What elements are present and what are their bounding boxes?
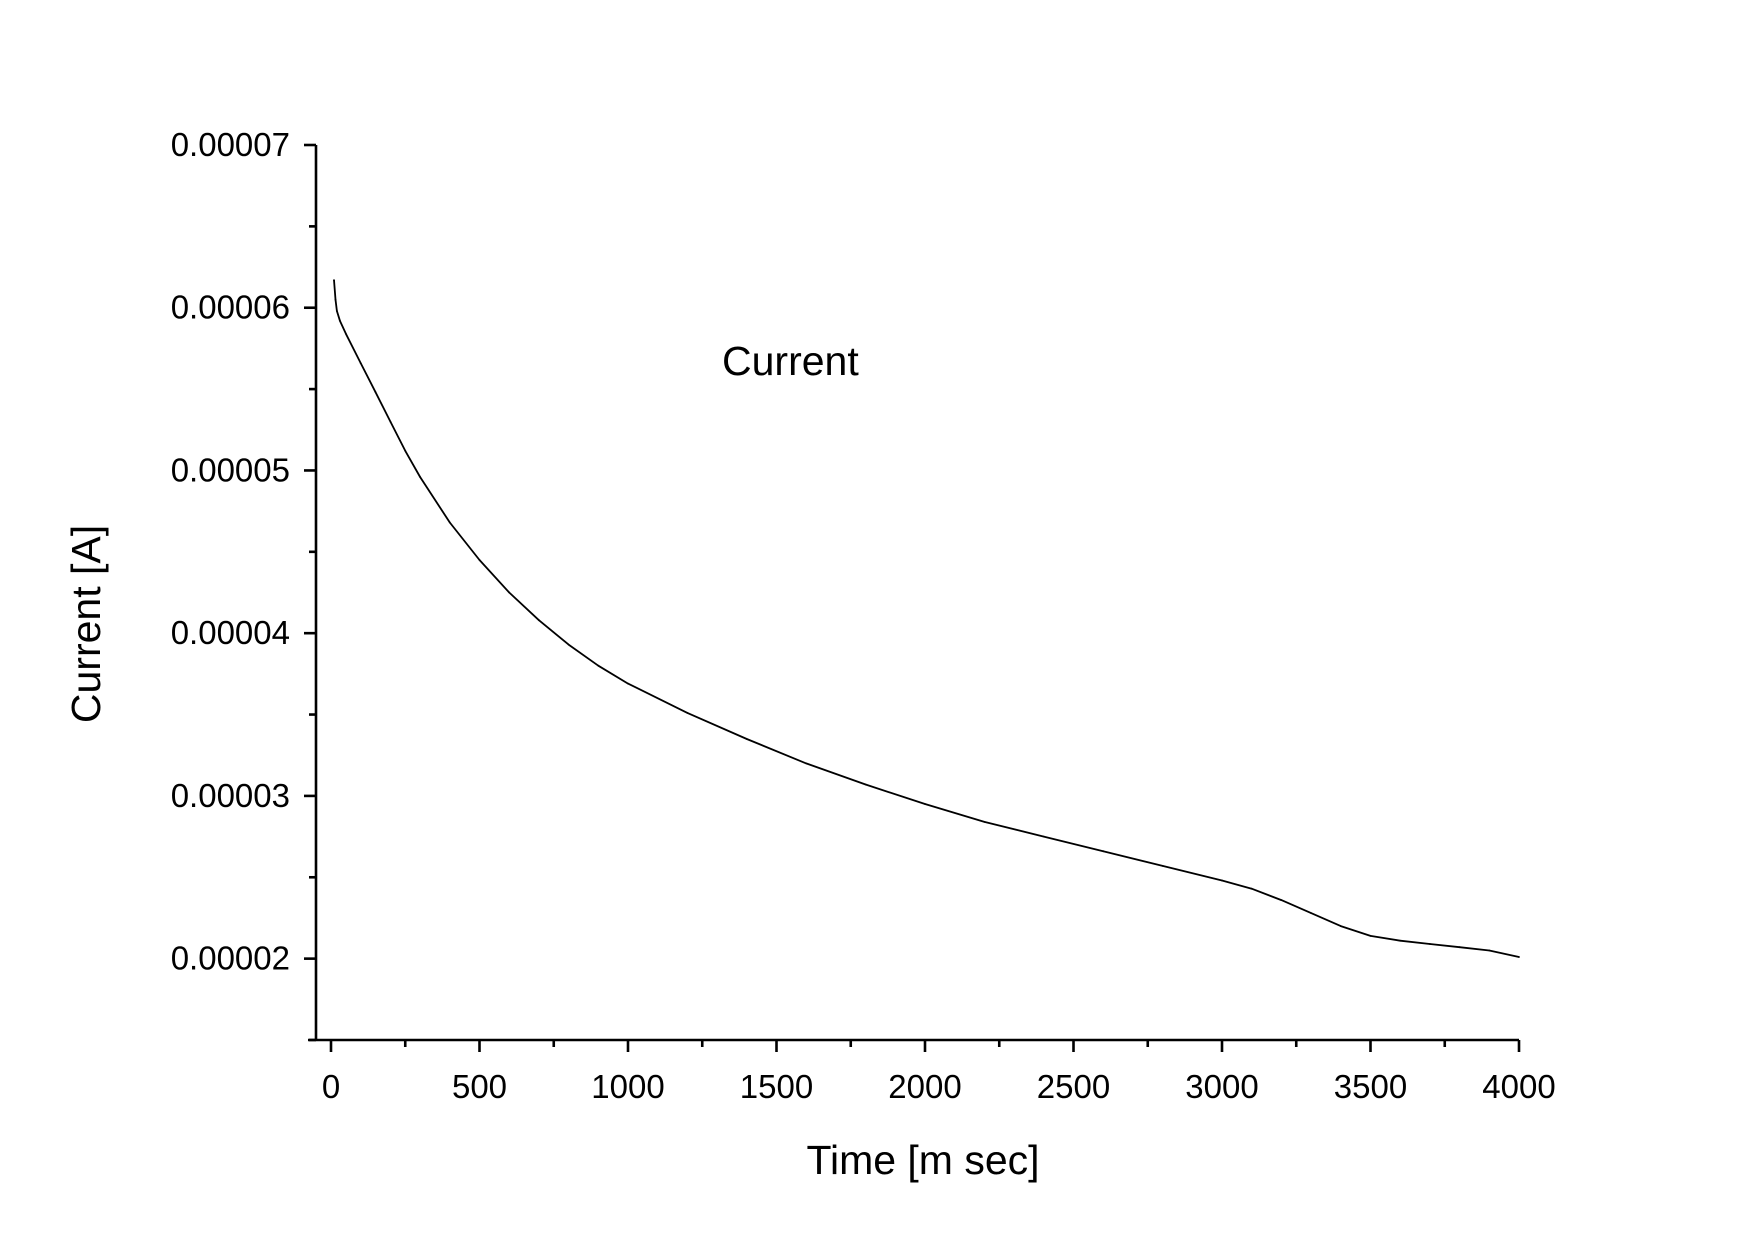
data-point — [924, 803, 926, 805]
y-tick-label: 0.00004 — [171, 614, 290, 651]
data-point — [864, 783, 867, 786]
data-point — [745, 738, 748, 740]
data-point — [1518, 956, 1520, 958]
current-series-line — [333, 280, 1520, 958]
series-layer — [333, 279, 1520, 958]
x-tick-label: 1000 — [591, 1068, 664, 1105]
data-point — [333, 279, 335, 281]
data-point — [686, 712, 689, 714]
data-point — [1369, 935, 1372, 937]
data-point — [478, 559, 481, 561]
data-point — [805, 762, 808, 765]
x-tick-label: 500 — [452, 1068, 507, 1105]
x-tick-label: 3000 — [1185, 1068, 1258, 1105]
y-tick-label: 0.00007 — [171, 126, 290, 163]
data-point — [1161, 865, 1164, 867]
data-point — [374, 391, 377, 394]
data-point — [567, 643, 570, 646]
y-tick-label: 0.00002 — [171, 940, 290, 977]
y-tick-label: 0.00005 — [171, 451, 290, 488]
data-point — [339, 319, 341, 322]
data-point — [448, 521, 451, 524]
data-point — [1102, 850, 1105, 853]
x-tick-label: 0 — [322, 1068, 340, 1105]
data-point — [538, 619, 540, 622]
x-tick-label: 3500 — [1334, 1068, 1407, 1105]
data-point — [419, 476, 421, 478]
data-point — [1339, 925, 1342, 927]
data-point — [1250, 887, 1253, 890]
data-point — [1310, 912, 1312, 914]
x-ticks: 0 500 1000 1500 2000 2500 3000 3500 4000 — [322, 1040, 1556, 1105]
data-point — [334, 298, 337, 301]
data-point — [1042, 835, 1045, 838]
y-tick-label: 0.00003 — [171, 777, 290, 814]
data-point — [597, 664, 600, 667]
y-axis-title: Current [A] — [63, 525, 109, 723]
data-point — [983, 821, 986, 823]
series-annotation: Current — [722, 338, 859, 384]
x-axis-title: Time [m sec] — [806, 1137, 1039, 1183]
y-ticks: 0.00002 0.00003 0.00004 0.00005 0.00006 0.000… — [171, 126, 316, 1042]
data-point — [1399, 939, 1402, 942]
data-point — [404, 450, 407, 452]
data-point — [508, 591, 511, 594]
axes — [308, 145, 1519, 1042]
data-point — [389, 420, 392, 423]
data-point — [1458, 946, 1461, 949]
data-point — [627, 682, 629, 685]
data-point — [345, 332, 347, 335]
y-tick-label: 0.00006 — [171, 289, 290, 326]
data-point — [1488, 949, 1491, 952]
data-point — [359, 362, 362, 364]
x-tick-label: 4000 — [1482, 1068, 1555, 1105]
x-tick-label: 1500 — [740, 1068, 813, 1105]
data-point — [1221, 879, 1223, 882]
x-tick-label: 2000 — [888, 1068, 961, 1105]
x-tick-label: 2500 — [1037, 1068, 1110, 1105]
data-point — [336, 310, 338, 312]
data-point — [1429, 943, 1431, 945]
data-point — [1280, 899, 1283, 901]
